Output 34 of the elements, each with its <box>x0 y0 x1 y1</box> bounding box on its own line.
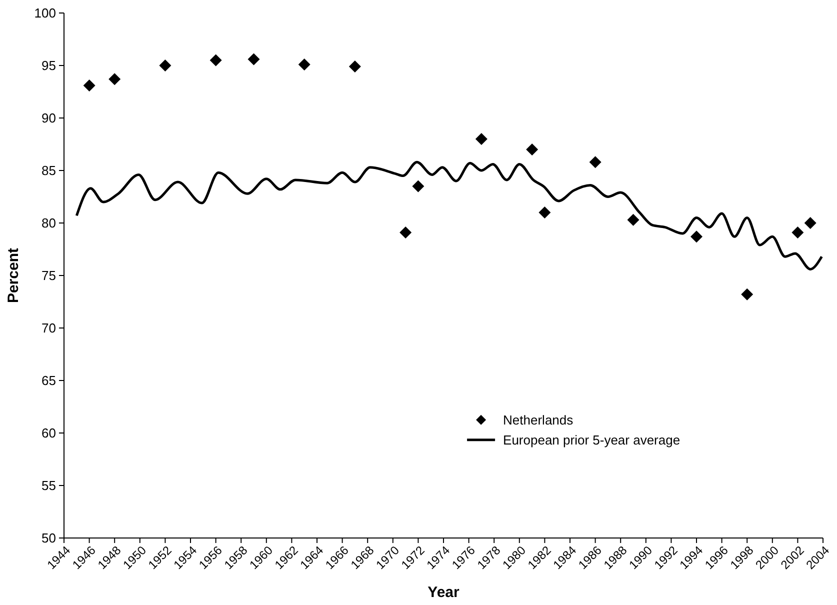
y-tick-label: 65 <box>42 373 56 388</box>
y-tick-label: 55 <box>42 478 56 494</box>
x-axis-title: Year <box>428 584 460 601</box>
point <box>298 58 310 70</box>
point <box>538 206 551 218</box>
y-tick-label: 50 <box>42 530 56 546</box>
point <box>741 288 754 300</box>
legend-label: Netherlands <box>503 412 574 428</box>
y-tick-label: 100 <box>34 6 56 21</box>
line-series <box>75 160 823 270</box>
point <box>210 54 222 66</box>
point <box>400 226 412 238</box>
point <box>589 156 602 168</box>
point <box>348 60 361 73</box>
point <box>108 73 121 86</box>
point <box>159 60 172 72</box>
point <box>627 214 640 226</box>
point <box>526 144 538 156</box>
legend-label: European prior 5-year average <box>503 432 680 448</box>
y-tick-label: 80 <box>42 216 56 231</box>
point <box>804 217 816 229</box>
y-tick-label: 75 <box>42 268 56 284</box>
point <box>690 230 702 243</box>
y-tick-label: 90 <box>42 110 56 126</box>
y-tick-label: 60 <box>42 426 56 441</box>
point <box>83 79 96 92</box>
point <box>248 53 260 66</box>
y-tick-label: 95 <box>42 58 56 74</box>
y-tick-label: 70 <box>42 320 56 336</box>
y-axis-title: Percent <box>5 248 22 304</box>
point <box>792 226 804 238</box>
y-tick-label: 85 <box>42 163 56 178</box>
point <box>412 180 424 192</box>
point <box>475 133 488 145</box>
